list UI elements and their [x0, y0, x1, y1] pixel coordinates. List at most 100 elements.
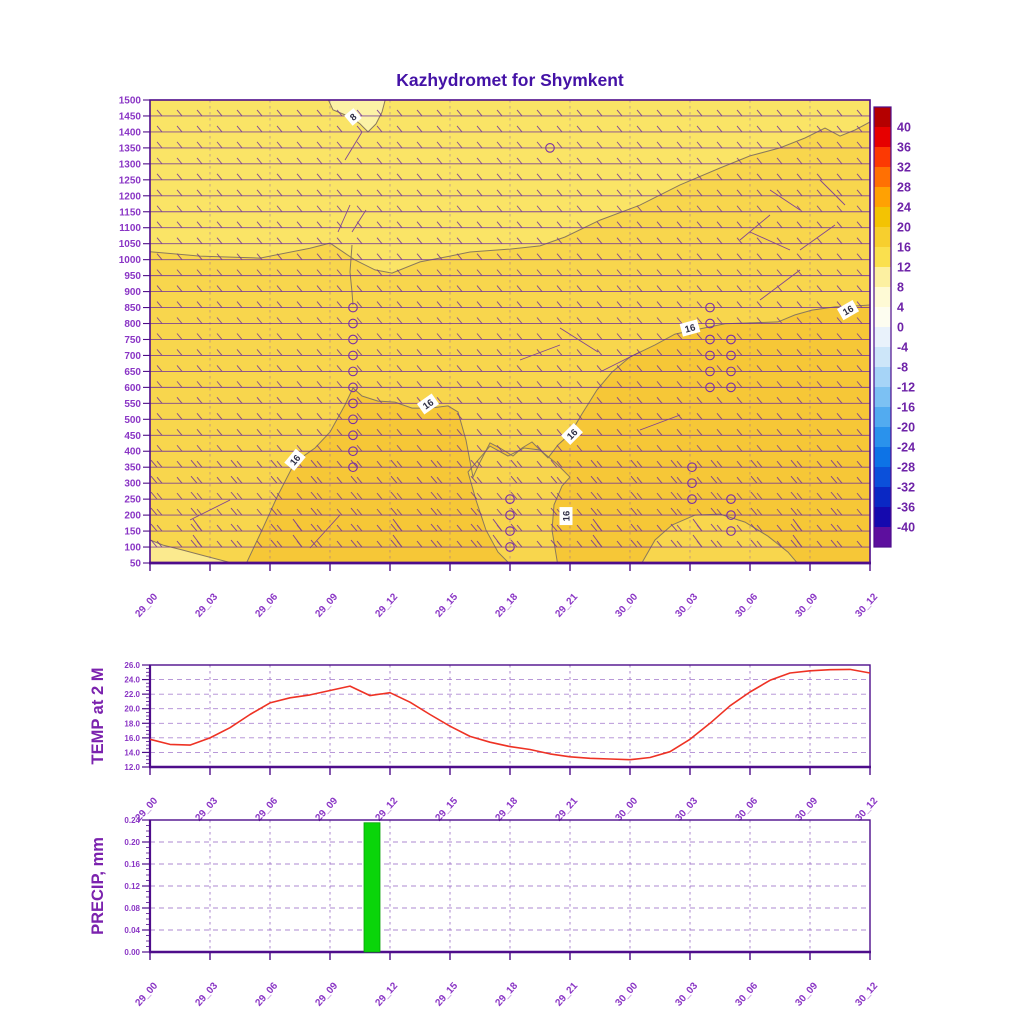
svg-text:800: 800: [124, 319, 141, 330]
svg-text:-24: -24: [897, 441, 915, 455]
svg-text:50: 50: [130, 559, 142, 570]
svg-text:550: 550: [124, 399, 141, 410]
svg-text:250: 250: [124, 495, 141, 506]
svg-text:450: 450: [124, 431, 141, 442]
svg-text:1500: 1500: [119, 96, 142, 107]
precip-x-axis: 29_00 29_03 29_06 29_09 29_12 29_15 29_18 29_21…: [133, 952, 881, 1009]
svg-text:8: 8: [348, 112, 359, 124]
svg-text:600: 600: [124, 383, 141, 394]
svg-text:300: 300: [124, 479, 141, 490]
contour-label: 16: [559, 507, 573, 526]
svg-text:32: 32: [897, 161, 911, 175]
svg-text:29_21: 29_21: [553, 980, 580, 1008]
svg-text:1100: 1100: [119, 223, 141, 234]
precip-bar: [363, 822, 381, 953]
main-x-axis: 29_00 29_03 29_06 29_09 29_12 29_15 29_18 29_21…: [133, 563, 881, 620]
svg-text:29_03: 29_03: [193, 980, 220, 1008]
svg-text:29_12: 29_12: [373, 980, 400, 1008]
svg-text:8: 8: [897, 281, 904, 295]
svg-text:0: 0: [897, 321, 904, 335]
svg-text:1050: 1050: [119, 239, 142, 250]
svg-text:-28: -28: [897, 461, 915, 475]
svg-text:TEMP at 2 M: TEMP at 2 M: [89, 668, 107, 765]
contour-label: 16: [561, 423, 583, 445]
svg-text:24.0: 24.0: [124, 676, 140, 685]
svg-text:-36: -36: [897, 501, 915, 515]
svg-text:16: 16: [841, 304, 856, 319]
temp-line: [149, 668, 871, 761]
svg-text:-16: -16: [897, 401, 915, 415]
svg-text:700: 700: [124, 351, 141, 362]
svg-text:-20: -20: [897, 421, 915, 435]
svg-text:150: 150: [124, 527, 141, 538]
svg-text:0.08: 0.08: [124, 904, 140, 913]
svg-text:29_03: 29_03: [193, 591, 220, 619]
page-title: Kazhydromet for Shymkent: [396, 70, 624, 90]
svg-text:950: 950: [124, 271, 141, 282]
svg-text:30_12: 30_12: [853, 980, 880, 1008]
svg-text:36: 36: [897, 141, 911, 155]
svg-text:18.0: 18.0: [124, 719, 140, 728]
svg-text:30_00: 30_00: [613, 980, 640, 1008]
svg-text:1250: 1250: [119, 175, 142, 186]
svg-text:24: 24: [897, 201, 911, 215]
svg-text:1350: 1350: [119, 143, 142, 154]
svg-text:29_00: 29_00: [133, 980, 160, 1008]
svg-text:14.0: 14.0: [124, 748, 140, 757]
svg-text:750: 750: [124, 335, 141, 346]
svg-text:0.20: 0.20: [124, 838, 140, 847]
svg-text:4: 4: [897, 301, 904, 315]
svg-text:-12: -12: [897, 381, 915, 395]
cross-section-panel: 16 16 16 16 16 16 8: [150, 100, 870, 563]
svg-text:30_03: 30_03: [673, 591, 700, 619]
svg-text:1000: 1000: [119, 255, 142, 266]
svg-text:350: 350: [124, 463, 141, 474]
svg-text:100: 100: [124, 543, 141, 554]
svg-text:-32: -32: [897, 481, 915, 495]
svg-text:29_12: 29_12: [373, 591, 400, 619]
svg-text:30_09: 30_09: [793, 980, 820, 1008]
svg-text:650: 650: [124, 367, 141, 378]
svg-text:12: 12: [897, 261, 911, 275]
svg-text:29_00: 29_00: [133, 591, 160, 619]
svg-text:16.0: 16.0: [124, 734, 140, 743]
temp-panel: 26.0 24.0 22.0 20.0 18.0 16.0 14.0 12.0 TEMP at …: [89, 661, 871, 772]
svg-text:0.24: 0.24: [124, 816, 140, 825]
main-grid-vertical: [209, 100, 811, 563]
svg-text:0.04: 0.04: [124, 926, 140, 935]
svg-text:16: 16: [562, 511, 573, 522]
temp-x-axis: 29_00 29_03 29_06 29_09 29_12 29_15 29_18 29_21…: [133, 767, 881, 824]
svg-text:1400: 1400: [119, 127, 142, 138]
svg-text:30_06: 30_06: [733, 591, 760, 619]
wind-barbs: [150, 109, 870, 549]
svg-text:-4: -4: [897, 341, 908, 355]
main-y-axis: 1500 1450 1400 1350 1300 1250 1200 1150 1100 1050…: [119, 96, 150, 570]
contour-label: 8: [344, 108, 362, 126]
svg-text:850: 850: [124, 303, 141, 314]
svg-text:20: 20: [897, 221, 911, 235]
svg-text:30_09: 30_09: [793, 591, 820, 619]
svg-text:16: 16: [421, 397, 436, 412]
contour-label: 16: [679, 319, 701, 337]
svg-text:PRECIP, mm: PRECIP, mm: [89, 837, 107, 935]
svg-text:20.0: 20.0: [124, 705, 140, 714]
svg-text:30_03: 30_03: [673, 980, 700, 1008]
svg-text:29_09: 29_09: [313, 980, 340, 1008]
svg-text:40: 40: [897, 121, 911, 135]
svg-text:29_15: 29_15: [433, 980, 460, 1008]
svg-text:500: 500: [124, 415, 141, 426]
svg-text:-40: -40: [897, 521, 915, 535]
svg-text:29_21: 29_21: [553, 591, 580, 619]
svg-text:0.12: 0.12: [124, 882, 140, 891]
svg-text:30_06: 30_06: [733, 980, 760, 1008]
svg-text:29_09: 29_09: [313, 591, 340, 619]
svg-text:16: 16: [684, 322, 697, 335]
svg-text:29_18: 29_18: [493, 591, 520, 619]
contour-labels: 16 16 16 16 16 16 8: [284, 108, 860, 526]
svg-text:0.00: 0.00: [124, 948, 140, 957]
svg-text:29_18: 29_18: [493, 980, 520, 1008]
station-circles: [348, 143, 736, 552]
svg-text:1450: 1450: [119, 111, 142, 122]
